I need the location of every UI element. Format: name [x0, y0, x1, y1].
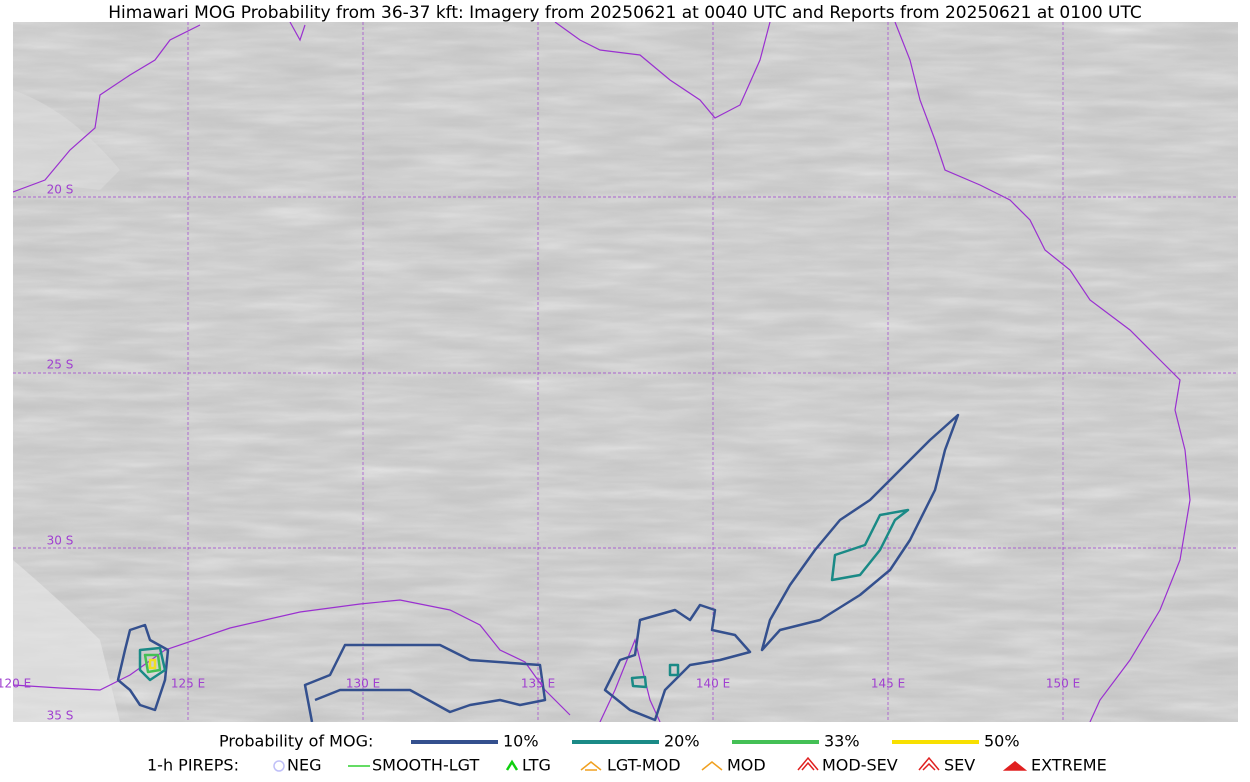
lon-label: 145 E: [871, 677, 905, 691]
pirep-symbols: [273, 756, 1028, 772]
lat-label: 20 S: [47, 183, 74, 197]
legend-label: 20%: [664, 732, 700, 751]
legend-label: MOD: [727, 756, 766, 775]
map: [13, 22, 1238, 722]
legend-label: LGT-MOD: [607, 756, 681, 775]
legend-label: SMOOTH-LGT: [372, 756, 479, 775]
coastline: [13, 22, 1191, 722]
lon-label: 125 E: [171, 677, 205, 691]
legend-label: 50%: [984, 732, 1020, 751]
legend-title: Probability of MOG:: [219, 732, 373, 751]
lon-label: 150 E: [1046, 677, 1080, 691]
legend-label: 10%: [503, 732, 539, 751]
lon-label: 140 E: [696, 677, 730, 691]
lon-label: 135 E: [521, 677, 555, 691]
imagery-texture: [13, 22, 1238, 722]
lon-label: 130 E: [346, 677, 380, 691]
lat-label: 35 S: [47, 709, 74, 723]
legend-label: LTG: [522, 756, 551, 775]
legend-label: NEG: [287, 756, 321, 775]
cloud: [13, 90, 120, 190]
legend-label: EXTREME: [1031, 756, 1107, 775]
legend-label: 33%: [824, 732, 860, 751]
contours: [116, 413, 960, 722]
legend-label: MOD-SEV: [822, 756, 898, 775]
lat-label: 25 S: [47, 358, 74, 372]
graticule: [13, 22, 1238, 722]
title: Himawari MOG Probability from 36-37 kft:…: [108, 3, 1142, 23]
legend-title: 1-h PIREPS:: [147, 756, 239, 775]
labels: 20 S 25 S 30 S 35 S 120 E 125 E 130 E 135 E 140 …: [0, 183, 1107, 775]
lat-label: 30 S: [47, 534, 74, 548]
cloud: [13, 560, 120, 722]
legend-label: SEV: [944, 756, 975, 775]
lon-label: 120 E: [0, 677, 31, 691]
